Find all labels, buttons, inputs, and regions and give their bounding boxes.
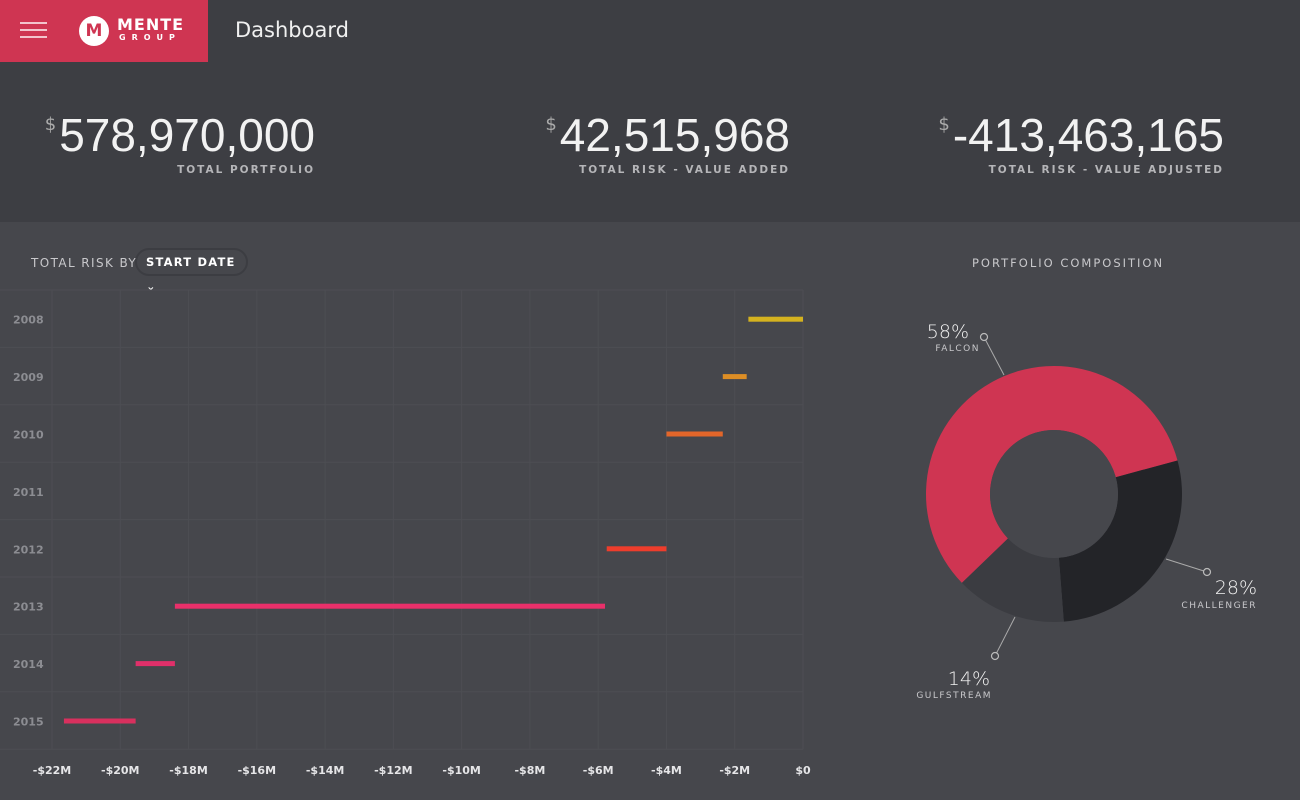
leader-line [1165,558,1208,573]
slice-percent: 14% [948,668,990,690]
currency-symbol: $ [44,114,57,135]
logo-name: MENTE [117,15,185,34]
stat-total-portfolio: $578,970,000 TOTAL PORTFOLIO [45,108,315,176]
stat-risk-value-adjusted: $-413,463,165 TOTAL RISK - VALUE ADJUSTE… [938,108,1224,176]
stat-value: 578,970,000 [59,109,315,161]
x-tick-label: -$14M [306,764,344,777]
top-bar: M MENTE GROUP Dashboard [0,0,1300,62]
composition-title: PORTFOLIO COMPOSITION [972,256,1165,270]
stat-value: -413,463,165 [952,109,1224,161]
bar-2010[interactable] [666,431,723,437]
slice-label: FALCON [935,344,980,354]
stat-label: TOTAL RISK - VALUE ADDED [579,164,790,176]
y-tick-label: 2011 [13,486,44,499]
y-tick-label: 2009 [13,371,44,384]
x-tick-label: -$12M [374,764,412,777]
x-tick-label: -$10M [442,764,480,777]
bar-2013[interactable] [174,603,606,609]
brand-area: M MENTE GROUP [0,0,208,62]
chevron-down-icon: ⌄ [146,279,157,293]
donut-slice-challenger[interactable] [1058,460,1182,622]
logo-icon: M [79,16,109,46]
x-tick-label: $0 [795,764,811,777]
start-date-dropdown[interactable]: START DATE ⌄ [135,248,248,293]
y-tick-label: 2010 [13,429,44,442]
x-tick-label: -$2M [719,764,750,777]
hamburger-menu-icon[interactable] [20,22,47,40]
leader-dot-icon [1202,567,1212,577]
leader-dot-icon [979,332,989,342]
x-tick-label: -$16M [238,764,276,777]
y-tick-label: 2008 [13,314,44,327]
y-tick-label: 2013 [13,601,44,614]
bar-2009[interactable] [722,374,747,380]
x-tick-label: -$6M [583,764,614,777]
risk-by-label: TOTAL RISK BY [31,256,138,270]
x-tick-label: -$20M [101,764,139,777]
stat-risk-value-added: $42,515,968 TOTAL RISK - VALUE ADDED [545,108,790,176]
y-tick-label: 2014 [13,658,44,671]
y-tick-label: 2015 [13,716,44,729]
leader-dot-icon [990,651,1000,661]
stat-label: TOTAL PORTFOLIO [177,164,315,176]
currency-symbol: $ [938,114,950,135]
x-tick-label: -$18M [169,764,207,777]
donut-slice-gulfstream[interactable] [961,538,1064,622]
donut-hole [990,430,1118,558]
stat-label: TOTAL RISK - VALUE ADJUSTED [988,164,1224,176]
slice-label: CHALLENGER [1181,601,1257,611]
donut-slice-falcon[interactable] [926,366,1178,583]
stat-value: 42,515,968 [559,109,790,161]
currency-symbol: $ [545,114,557,135]
slice-percent: 28% [1215,577,1257,599]
x-tick-label: -$8M [514,764,545,777]
stats-bar: $578,970,000 TOTAL PORTFOLIO $42,515,968… [0,62,1300,222]
leader-line [983,336,1005,376]
x-tick-label: -$22M [33,764,71,777]
bar-2008[interactable] [748,316,803,322]
dropdown-value: START DATE [146,255,236,269]
logo-sub: GROUP [119,33,181,42]
leader-line [994,616,1016,657]
bar-2014[interactable] [135,661,175,667]
y-tick-label: 2012 [13,543,44,556]
slice-label: GULFSTREAM [916,691,992,701]
bar-2015[interactable] [63,718,136,724]
page-title: Dashboard [235,18,349,42]
x-tick-label: -$4M [651,764,682,777]
bar-2012[interactable] [606,546,667,552]
slice-percent: 58% [927,321,969,343]
